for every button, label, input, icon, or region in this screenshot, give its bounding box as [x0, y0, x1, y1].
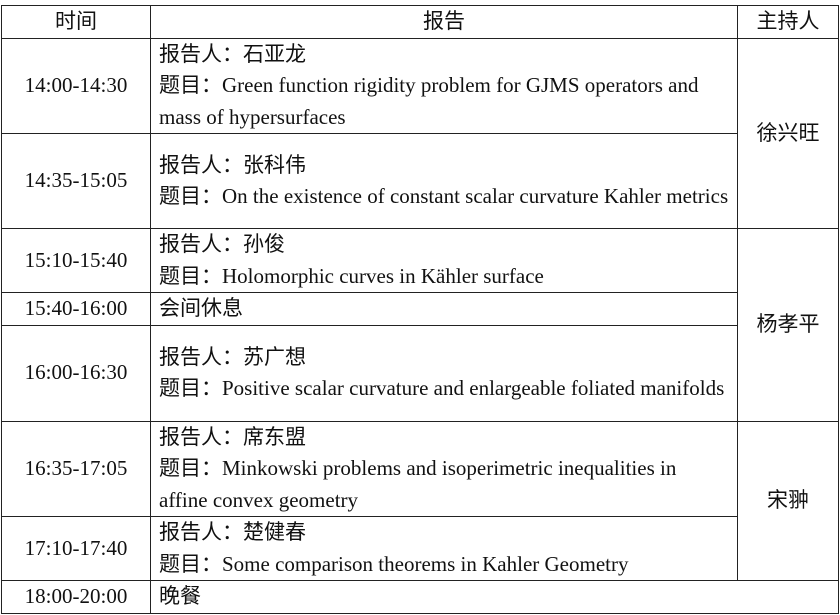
title-label: 题目：: [159, 263, 222, 288]
host-cell: 宋翀: [737, 420, 839, 581]
speaker-name: 苏广想: [243, 344, 306, 369]
speaker-label: 报告人：: [159, 41, 243, 66]
talk-title: Some comparison theorems in Kahler Geome…: [222, 551, 629, 576]
time-cell: 16:00-16:30: [1, 324, 151, 422]
report-cell: 报告人：石亚龙 题目：Green function rigidity probl…: [150, 37, 738, 134]
title-label: 题目：: [159, 551, 222, 576]
dinner-cell: 晚餐: [150, 580, 839, 614]
table-row: 14:35-15:05 报告人：张科伟 题目：On the existence …: [1, 133, 839, 229]
table-row: 14:00-14:30 报告人：石亚龙 题目：Green function ri…: [1, 37, 839, 229]
title-label: 题目：: [159, 376, 222, 400]
report-cell: 报告人：席东盟 题目：Minkowski problems and isoper…: [150, 420, 738, 517]
table-row: 16:00-16:30 报告人：苏广想 题目：Positive scalar c…: [1, 324, 839, 422]
time-cell: 15:10-15:40: [1, 228, 151, 293]
speaker-name: 张科伟: [243, 152, 306, 177]
talk-title: Holomorphic curves in Kähler surface: [222, 263, 544, 288]
time-cell: 18:00-20:00: [1, 580, 151, 614]
time-cell: 14:35-15:05: [1, 133, 151, 229]
speaker-name: 石亚龙: [243, 41, 306, 66]
schedule-table: 时间 报告 主持人 14:00-14:30 报告人：石亚龙 题目：Green f…: [1, 5, 839, 614]
title-label: 题目：: [159, 456, 222, 480]
speaker-name: 席东盟: [243, 424, 306, 449]
break-cell: 会间休息: [150, 292, 738, 326]
time-cell: 16:35-17:05: [1, 420, 151, 517]
speaker-label: 报告人：: [159, 424, 243, 449]
table-row: 18:00-20:00 晚餐: [1, 580, 839, 614]
speaker-label: 报告人：: [159, 152, 243, 177]
report-cell: 报告人：张科伟 题目：On the existence of constant …: [150, 133, 738, 229]
table-row: 17:10-17:40 报告人：楚健春 题目：Some comparison t…: [1, 516, 839, 581]
host-cell: 徐兴旺: [737, 37, 839, 229]
speaker-label: 报告人：: [159, 344, 243, 369]
header-time: 时间: [1, 5, 151, 39]
time-cell: 15:40-16:00: [1, 292, 151, 326]
speaker-name: 孙俊: [243, 232, 285, 256]
table-row: 16:35-17:05 报告人：席东盟 题目：Minkowski problem…: [1, 420, 839, 581]
header-host: 主持人: [737, 5, 839, 39]
report-cell: 报告人：孙俊 题目：Holomorphic curves in Kähler s…: [150, 228, 738, 293]
talk-title: Green function rigidity problem for GJMS…: [159, 73, 699, 129]
table-row: 15:40-16:00 会间休息: [1, 292, 839, 326]
report-cell: 报告人：苏广想 题目：Positive scalar curvature and…: [150, 324, 738, 422]
speaker-label: 报告人：: [159, 232, 243, 256]
host-cell: 杨孝平: [737, 228, 839, 422]
table-row: 15:10-15:40 报告人：孙俊 题目：Holomorphic curves…: [1, 228, 839, 422]
time-cell: 14:00-14:30: [1, 37, 151, 134]
header-row: 时间 报告 主持人: [1, 5, 839, 39]
talk-title: Minkowski problems and isoperimetric ine…: [159, 456, 677, 512]
report-cell: 报告人：楚健春 题目：Some comparison theorems in K…: [150, 516, 738, 581]
talk-title: On the existence of constant scalar curv…: [222, 184, 729, 208]
title-label: 题目：: [159, 73, 222, 97]
title-label: 题目：: [159, 184, 222, 208]
speaker-label: 报告人：: [159, 520, 243, 544]
time-cell: 17:10-17:40: [1, 516, 151, 581]
talk-title: Positive scalar curvature and enlargeabl…: [222, 376, 725, 400]
header-report: 报告: [150, 5, 738, 39]
speaker-name: 楚健春: [243, 520, 306, 544]
